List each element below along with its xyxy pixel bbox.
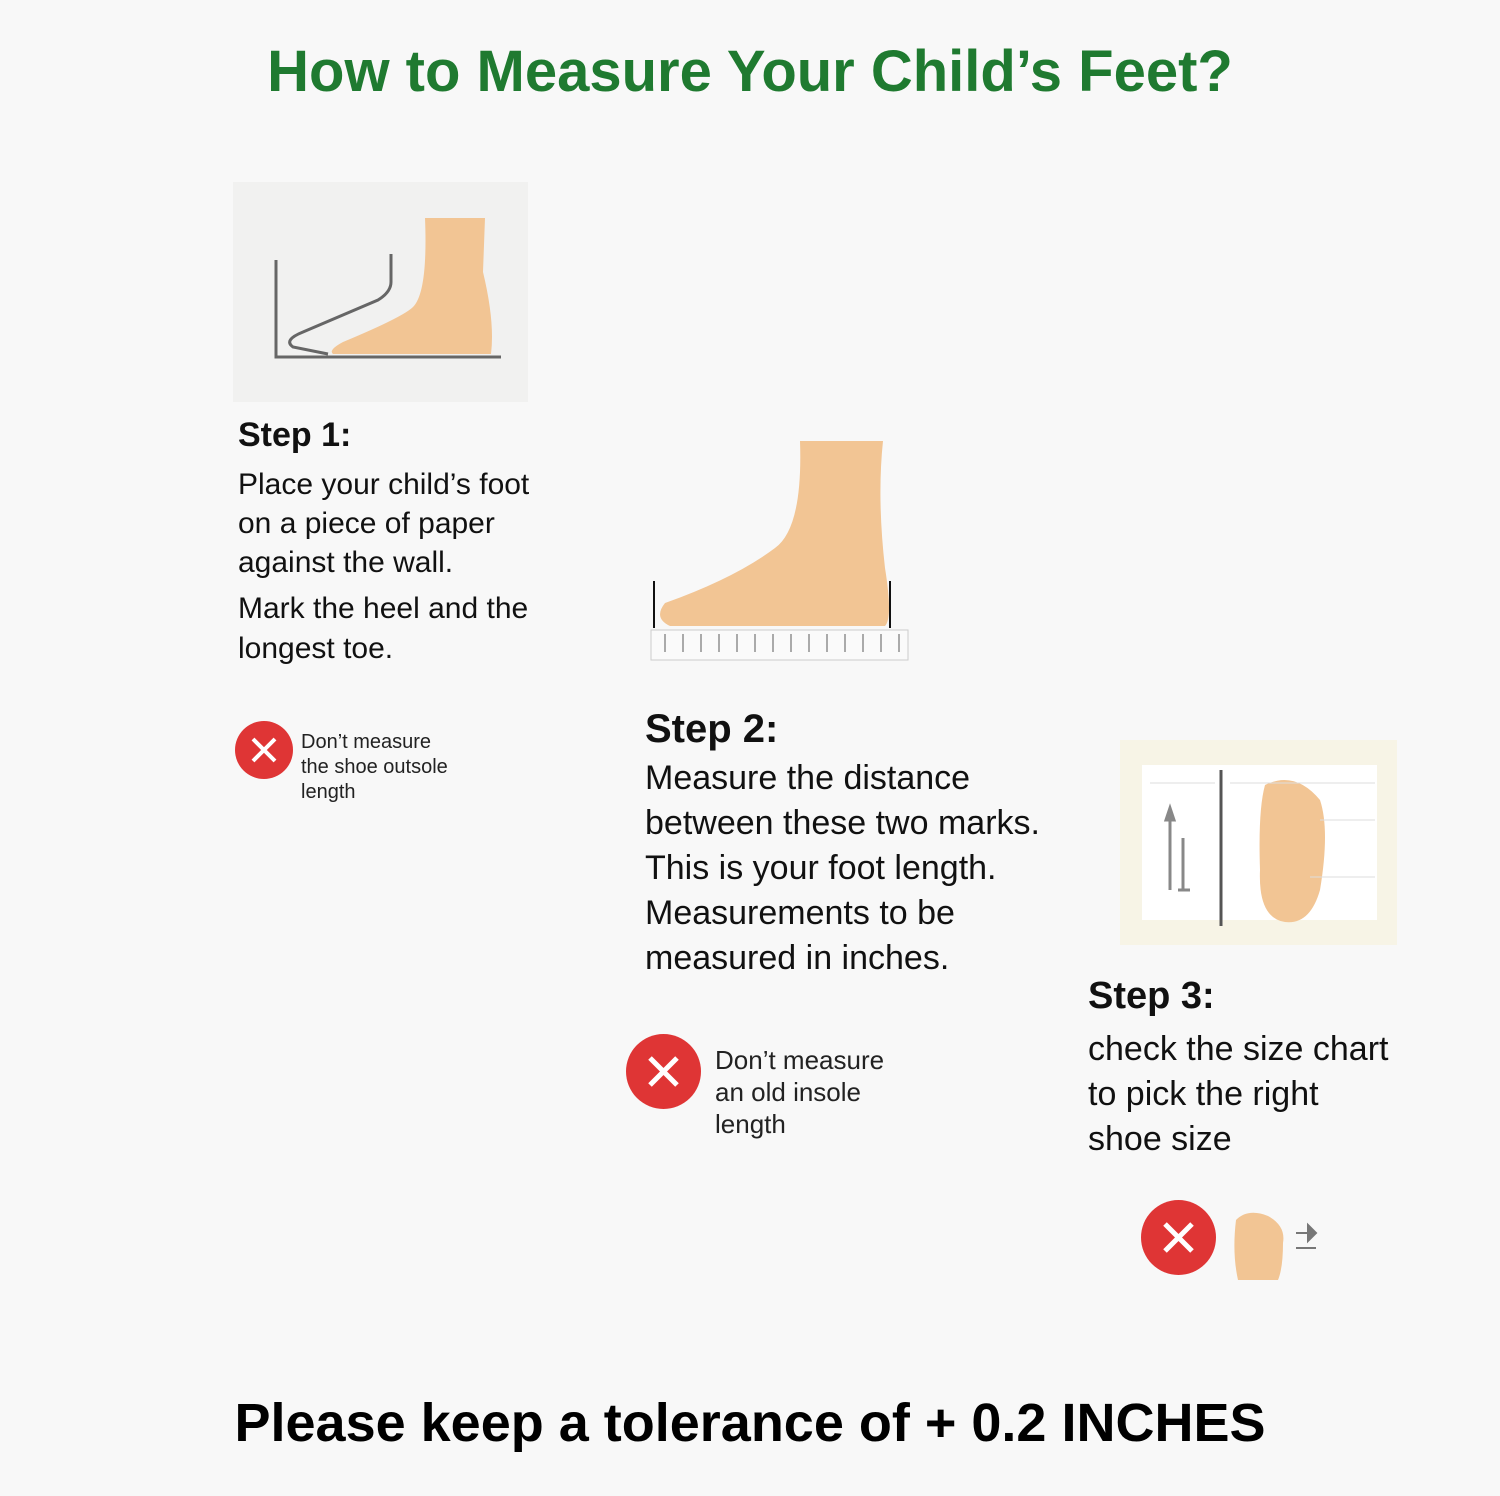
- close-icon: [235, 721, 293, 779]
- step1-text-2: Mark the heel and the longest toe.: [238, 592, 529, 665]
- page-title: How to Measure Your Child’s Feet?: [267, 39, 1233, 104]
- tolerance-note: Please keep a tolerance of + 0.2 INCHES: [234, 1393, 1266, 1453]
- step2-heading: Step 2:: [645, 707, 779, 751]
- step2-text: Measure the distance between these two m…: [645, 759, 1040, 977]
- step3-text: check the size chart to pick the right s…: [1088, 1030, 1389, 1158]
- step1-heading: Step 1:: [238, 416, 352, 454]
- foot-against-wall-illustration: [233, 182, 528, 402]
- step2-warning: Don’t measure an old insole length: [715, 1045, 885, 1139]
- close-icon: [626, 1034, 701, 1109]
- close-icon: [1141, 1200, 1216, 1275]
- step3-heading: Step 3:: [1088, 975, 1215, 1017]
- foot-on-ruler-illustration: [650, 441, 909, 661]
- step1-text: Place your child’s foot on a piece of pa…: [238, 468, 530, 579]
- step1-warning: Don’t measure the shoe outsole length: [301, 731, 448, 803]
- foot-size-chart-illustration: [1120, 740, 1397, 945]
- foot-width-icon: [1234, 1212, 1318, 1280]
